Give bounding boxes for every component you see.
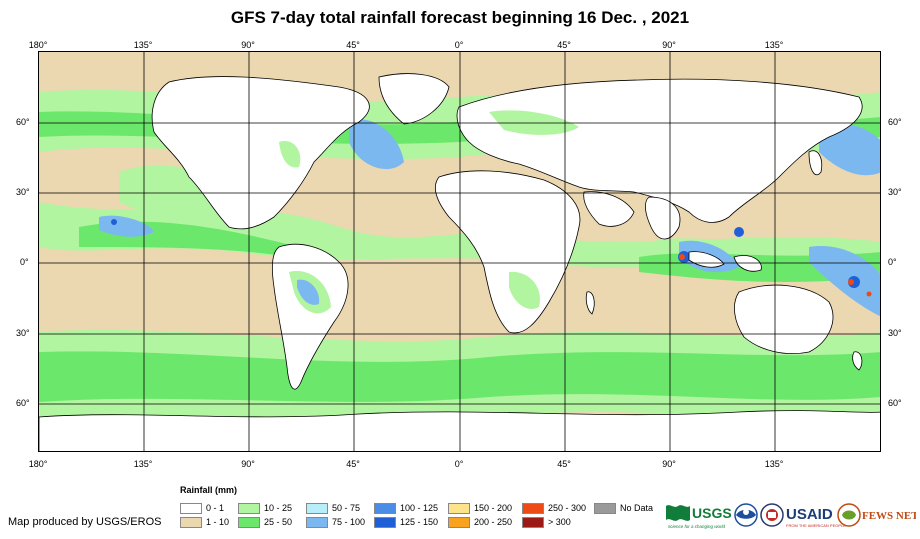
lon-label-bottom-90e: 90° [662,459,676,469]
legend-swatch [522,517,544,528]
north-america [151,76,370,230]
lon-label-top-135w: 135° [133,40,153,50]
legend-swatch [374,503,396,514]
africa [435,170,581,334]
legend-swatch [238,517,260,528]
rain-band-250-300 [679,254,872,297]
legend-label: 100 - 125 [400,503,439,513]
noaa-logo [734,503,758,527]
lon-label-bottom-180: 180° [28,459,48,469]
lat-label-left-60s: 60° [16,398,30,408]
seal-logo [760,503,784,527]
lat-label-right-30n: 30° [888,187,902,197]
eurasia [456,78,863,223]
legend-label: 0 - 1 [206,503,225,513]
lat-label-left-0: 0° [20,257,29,267]
lon-label-top-45e: 45° [557,40,571,50]
legend-swatch [374,517,396,528]
legend-label: 125 - 150 [400,517,439,527]
map-credit: Map produced by USGS/EROS [8,516,162,528]
lon-label-top-45w: 45° [346,40,360,50]
lat-label-right-0: 0° [888,257,897,267]
legend-label: No Data [620,503,654,513]
fewsnet-logo: FEWS NET [837,503,919,527]
arabia [583,191,635,227]
map-canvas [39,52,880,451]
logos-svg: USGS science for a changing world USAID … [666,503,919,529]
lat-label-right-60s: 60° [888,398,902,408]
legend-label: 50 - 75 [332,503,361,513]
india [645,196,681,240]
legend-label: 150 - 200 [474,503,513,513]
legend-title: Rainfall (mm) [180,485,238,495]
legend-swatch [180,517,202,528]
usaid-tagline: FROM THE AMERICAN PEOPLE [786,523,846,528]
lat-label-left-30s: 30° [16,328,30,338]
lat-label-right-30s: 30° [888,328,902,338]
rainfall-map [38,51,881,452]
lon-label-top-90w: 90° [241,40,255,50]
legend-swatch [306,503,328,514]
japan [808,150,823,176]
lon-label-bottom-90w: 90° [241,459,255,469]
legend-swatch [448,503,470,514]
lon-label-bottom-45e: 45° [557,459,571,469]
lon-label-top-180: 180° [28,40,48,50]
partner-logos: USGS science for a changing world USAID … [664,500,919,532]
usgs-logo: USGS science for a changing world [666,505,732,529]
legend-label: 25 - 50 [264,517,293,527]
legend-swatch [448,517,470,528]
lon-label-bottom-45w: 45° [346,459,360,469]
australia [734,284,834,355]
legend-label: 10 - 25 [264,503,293,513]
lon-label-bottom-135e: 135° [764,459,784,469]
new-zealand [852,351,863,371]
lon-label-bottom-0: 0° [454,459,464,469]
legend-label: 200 - 250 [474,517,513,527]
usgs-tagline: science for a changing world [668,524,726,529]
usaid-text: USAID [786,506,833,523]
legend-swatch [522,503,544,514]
madagascar [585,291,595,315]
greenland [378,73,450,125]
legend-swatch [238,503,260,514]
legend-label: 75 - 100 [332,517,366,527]
legend-label: 1 - 10 [206,517,230,527]
lat-label-right-60n: 60° [888,117,902,127]
usgs-text: USGS [692,505,732,521]
fewsnet-text: FEWS NET [862,510,916,522]
graticule [39,52,880,451]
lon-label-top-135e: 135° [764,40,784,50]
lat-label-left-30n: 30° [16,187,30,197]
legend-swatch [594,503,616,514]
rainfall-legend: Rainfall (mm) 0 - 1 1 - 10 10 - 25 25 - … [180,485,660,535]
lon-label-top-0: 0° [454,40,464,50]
legend-label: 250 - 300 [548,503,587,513]
lon-label-top-90e: 90° [662,40,676,50]
legend-label: > 300 [548,517,571,527]
land-rain-75-100 [297,279,320,305]
legend-swatch [306,517,328,528]
legend-swatch [180,503,202,514]
map-title: GFS 7-day total rainfall forecast beginn… [230,8,690,27]
lat-label-left-60n: 60° [16,117,30,127]
lon-label-bottom-135w: 135° [133,459,153,469]
usaid-logo: USAID FROM THE AMERICAN PEOPLE [786,506,846,528]
